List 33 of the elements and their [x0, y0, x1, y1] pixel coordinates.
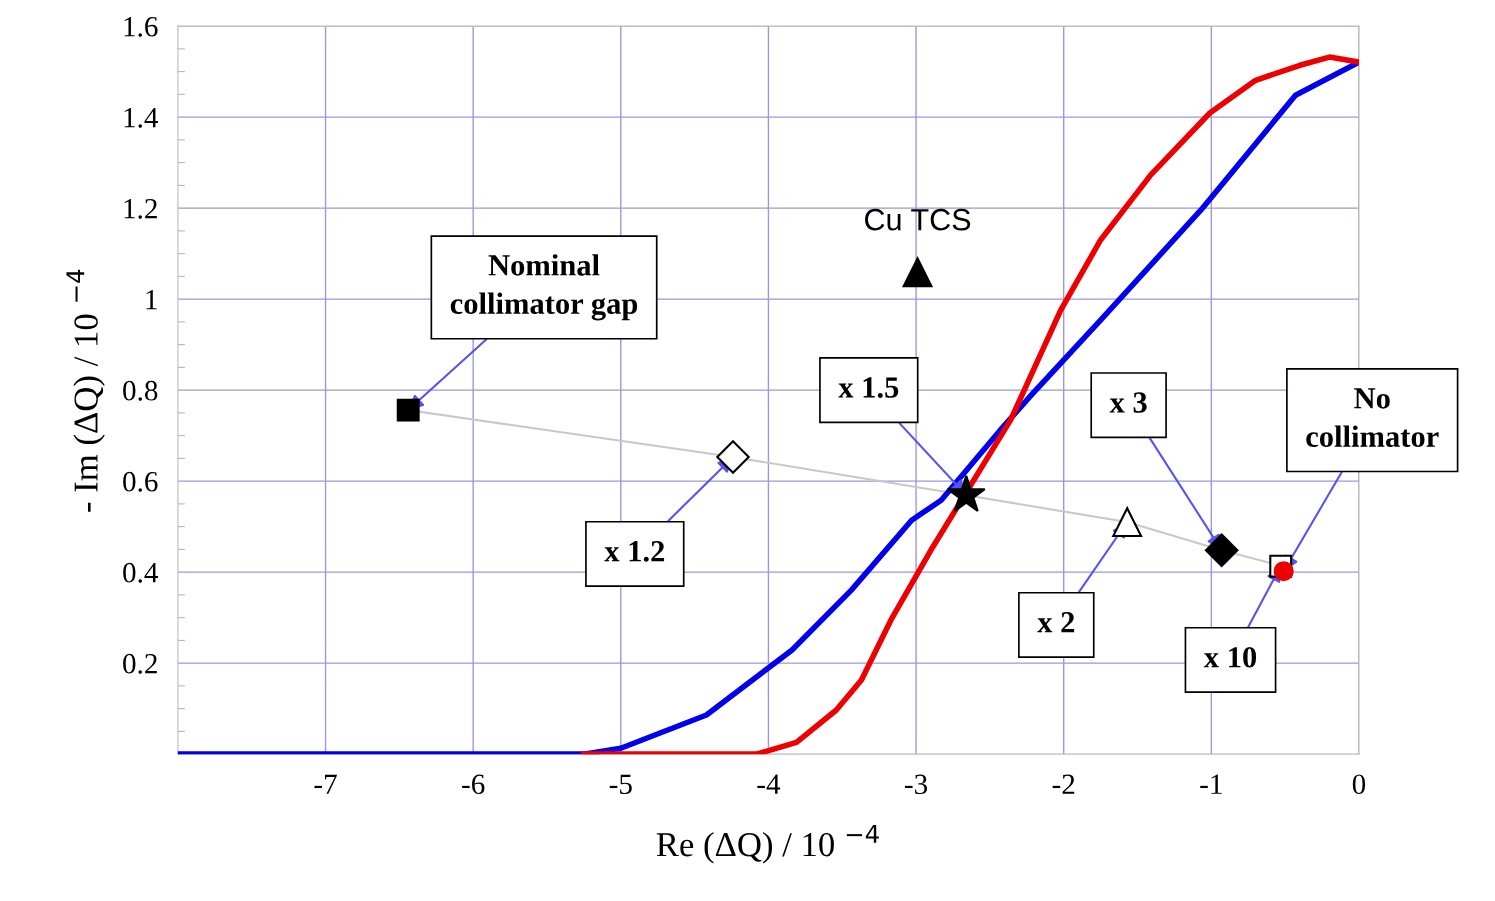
- annotation: Cu TCS: [865, 208, 971, 231]
- y-tick-label: 1: [146, 290, 157, 310]
- x-tick-label: -3: [905, 774, 928, 795]
- annotation: x 3: [1109, 392, 1147, 413]
- point: [946, 474, 986, 513]
- point: [902, 257, 933, 288]
- annotation: x 1.5: [838, 377, 899, 398]
- point: [396, 398, 420, 422]
- point: [1273, 561, 1294, 582]
- x-axis-title: Re (ΔQ) / 10 $^{−4}$: [656, 825, 879, 864]
- y-tick-label: 0.8: [123, 380, 158, 401]
- annotation: Nominal collimator gap: [450, 254, 638, 321]
- x-tick-label: -5: [609, 774, 632, 795]
- annotation: x 2: [1037, 612, 1075, 633]
- annotation: x 10: [1203, 646, 1257, 668]
- x-tick-label: -4: [757, 774, 781, 794]
- point: [1112, 507, 1143, 538]
- x-tick-label: 0: [1352, 774, 1366, 795]
- y-tick-label: 0.4: [123, 562, 158, 583]
- y-tick-label: 0.6: [123, 471, 158, 492]
- y-axis-title: - Im (ΔQ) / 10 $^{−4}$: [66, 269, 105, 512]
- point: [716, 440, 750, 474]
- y-tick-label: 1.2: [124, 198, 157, 219]
- y-tick-label: 1.6: [124, 16, 158, 37]
- x-tick-label: -7: [314, 774, 337, 794]
- x-tick-label: -1: [1200, 774, 1222, 794]
- annotation: x 1.2: [604, 541, 665, 562]
- annotation: No collimator: [1306, 388, 1439, 447]
- y-tick-label: 0.2: [123, 653, 157, 674]
- y-tick-label: 1.4: [124, 107, 158, 128]
- point: [1204, 533, 1239, 568]
- x-tick-label: -2: [1052, 774, 1075, 794]
- x-tick-label: -6: [462, 774, 485, 795]
